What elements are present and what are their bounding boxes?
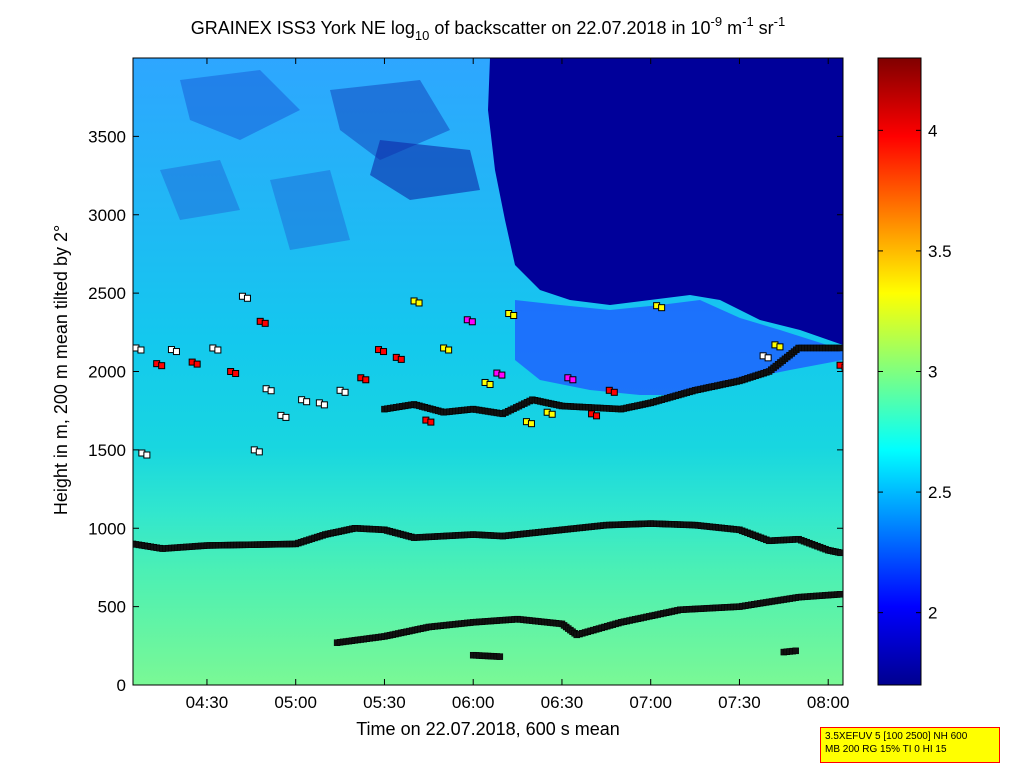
detection-marker xyxy=(610,388,618,396)
upper-speckle-3 xyxy=(370,140,480,200)
detection-marker xyxy=(255,448,263,456)
layer-boundary-layer-top xyxy=(133,520,843,557)
y-axis-label: Height in m, 200 m mean tilted by 2° xyxy=(51,225,71,515)
detection-marker xyxy=(362,376,370,384)
colorbar-tick-label: 2.5 xyxy=(928,483,952,502)
detection-marker xyxy=(836,361,843,369)
upper-speckle-1 xyxy=(180,70,300,140)
colorbar-axis: 2 2.5 3 3.5 4 xyxy=(878,121,952,623)
settings-line-1: 3.5XEFUV 5 [100 2500] NH 600 xyxy=(825,731,968,742)
upper-speckle-5 xyxy=(270,170,350,250)
detection-marker xyxy=(498,371,506,379)
x-tick-label: 08:00 xyxy=(807,693,850,712)
detection-marker xyxy=(243,294,251,302)
detection-marker xyxy=(468,318,476,326)
layer-short-layer-1 xyxy=(469,651,504,660)
layer-marker xyxy=(836,344,843,352)
detection-marker xyxy=(341,388,349,396)
layer-markers xyxy=(133,292,843,660)
chart-title: GRAINEX ISS3 York NE log10 of backscatte… xyxy=(191,14,785,43)
detection-marker xyxy=(415,299,423,307)
detection-marker xyxy=(232,370,240,377)
low-backscatter-region xyxy=(488,58,843,345)
detection-marker xyxy=(193,360,201,368)
x-axis-label: Time on 22.07.2018, 600 s mean xyxy=(356,719,620,739)
y-tick-label: 2500 xyxy=(88,284,126,303)
colorbar-tick-label: 3 xyxy=(928,363,937,382)
settings-line-2: MB 200 RG 15% TI 0 HI 15 xyxy=(825,744,947,755)
detection-marker xyxy=(510,312,518,320)
layer-marker xyxy=(836,591,843,598)
detection-marker xyxy=(445,346,453,354)
layer-upper-layer xyxy=(381,344,843,418)
detection-marker xyxy=(593,412,601,420)
y-tick-label: 500 xyxy=(98,598,126,617)
upper-speckle-4 xyxy=(160,160,240,220)
detection-marker xyxy=(143,451,151,459)
detection-marker xyxy=(776,343,784,351)
x-tick-label: 05:30 xyxy=(363,693,406,712)
layer-short-layer-2 xyxy=(780,647,799,656)
detection-marker xyxy=(841,363,843,371)
y-tick-label: 0 xyxy=(117,676,126,695)
x-tick-label: 04:30 xyxy=(186,693,229,712)
heatmap xyxy=(133,58,843,685)
x-tick-label: 05:00 xyxy=(274,693,317,712)
detection-marker xyxy=(380,348,388,356)
y-tick-label: 3000 xyxy=(88,206,126,225)
x-tick-label: 07:30 xyxy=(718,693,761,712)
layer-marker xyxy=(792,647,799,655)
y-tick-label: 3500 xyxy=(88,127,126,146)
detection-marker xyxy=(303,398,311,406)
y-tick-label: 1500 xyxy=(88,441,126,460)
detection-marker xyxy=(569,376,577,384)
detection-marker xyxy=(320,401,328,409)
layer-marker xyxy=(496,653,504,660)
x-tick-label: 07:00 xyxy=(629,693,672,712)
detection-marker xyxy=(397,355,405,363)
x-tick-label: 06:30 xyxy=(541,693,584,712)
detection-marker xyxy=(282,413,290,421)
detection-marker xyxy=(137,346,145,354)
detection-marker xyxy=(261,319,269,327)
settings-info-box: 3.5XEFUV 5 [100 2500] NH 600 MB 200 RG 1… xyxy=(820,727,1000,763)
detection-marker xyxy=(172,348,180,356)
colorbar-tick-label: 3.5 xyxy=(928,242,952,261)
layer-marker xyxy=(837,549,843,557)
x-tick-label: 06:00 xyxy=(452,693,495,712)
colorbar-tick-label: 2 xyxy=(928,604,937,623)
x-axis: 04:30 05:00 05:30 06:00 06:30 07:00 07:30 08:00 xyxy=(186,58,850,712)
y-tick-label: 1000 xyxy=(88,519,126,538)
detection-marker xyxy=(267,387,275,395)
upper-speckle-2 xyxy=(330,80,450,160)
detection-marker xyxy=(658,304,666,312)
y-tick-label: 2000 xyxy=(88,363,126,382)
detection-marker xyxy=(527,420,535,428)
detection-marker xyxy=(214,346,222,354)
colorbar xyxy=(877,57,922,686)
colorbar-tick-label: 4 xyxy=(928,121,937,140)
detection-marker xyxy=(486,380,494,388)
detection-marker xyxy=(158,362,166,370)
detection-marker xyxy=(764,354,772,362)
detection-marker xyxy=(548,410,556,418)
detection-marker xyxy=(427,418,435,426)
layer-lower-layer xyxy=(333,591,843,646)
y-axis: 0 500 1000 1500 2000 2500 3000 3500 xyxy=(88,127,843,695)
